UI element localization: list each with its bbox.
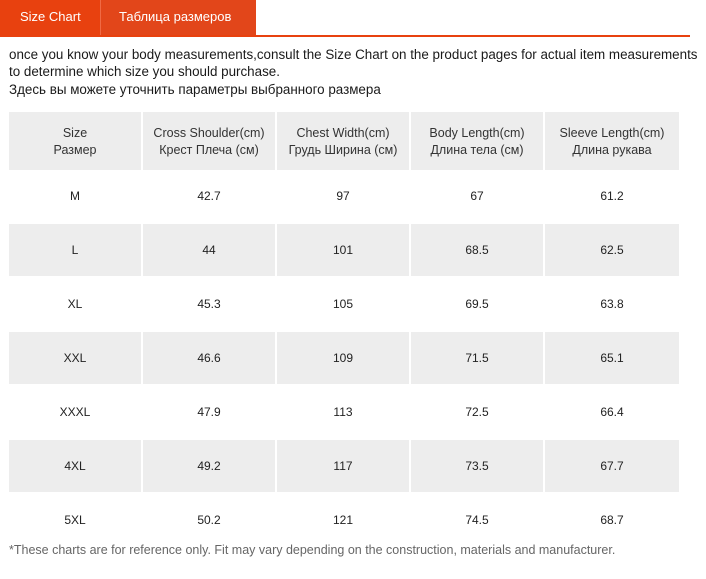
header-label-en: Body Length(cm) [429,126,525,140]
cell-body-length: 74.5 [411,492,545,546]
tab-size-chart[interactable]: Size Chart [0,0,100,35]
header-label-ru: Размер [53,143,97,157]
size-table: Size Размер Cross Shoulder(cm) Крест Пле… [9,112,679,546]
table-row: XL 45.3 105 69.5 63.8 [9,276,679,330]
table-header-row: Size Размер Cross Shoulder(cm) Крест Пле… [9,112,679,170]
intro-english: once you know your body measurements,con… [9,47,698,79]
cell-cross-shoulder: 46.6 [143,330,277,384]
header-label-en: Size [62,126,88,140]
cell-body-length: 73.5 [411,438,545,492]
cell-chest-width: 113 [277,384,411,438]
cell-body-length: 67 [411,170,545,222]
cell-size: 5XL [9,492,143,546]
cell-size: XXL [9,330,143,384]
cell-size: M [9,170,143,222]
cell-cross-shoulder: 45.3 [143,276,277,330]
cell-sleeve-length: 65.1 [545,330,679,384]
tab-size-chart-ru[interactable]: Таблица размеров [100,0,256,35]
cell-cross-shoulder: 44 [143,222,277,276]
tab-bar: Size Chart Таблица размеров [0,0,690,37]
cell-cross-shoulder: 49.2 [143,438,277,492]
header-size: Size Размер [9,112,143,170]
header-label-ru: Грудь Ширина (см) [288,143,398,157]
header-chest-width: Chest Width(cm) Грудь Ширина (см) [277,112,411,170]
cell-size: 4XL [9,438,143,492]
header-label-ru: Длина рукава [572,143,652,157]
table-row: 5XL 50.2 121 74.5 68.7 [9,492,679,546]
header-body-length: Body Length(cm) Длина тела (см) [411,112,545,170]
cell-body-length: 72.5 [411,384,545,438]
table-row: XXXL 47.9 113 72.5 66.4 [9,384,679,438]
header-cross-shoulder: Cross Shoulder(cm) Крест Плеча (см) [143,112,277,170]
table-row: L 44 101 68.5 62.5 [9,222,679,276]
cell-body-length: 71.5 [411,330,545,384]
cell-chest-width: 97 [277,170,411,222]
cell-size: XL [9,276,143,330]
cell-cross-shoulder: 50.2 [143,492,277,546]
cell-cross-shoulder: 42.7 [143,170,277,222]
header-label-en: Chest Width(cm) [296,126,390,140]
cell-sleeve-length: 68.7 [545,492,679,546]
cell-body-length: 69.5 [411,276,545,330]
cell-cross-shoulder: 47.9 [143,384,277,438]
header-sleeve-length: Sleeve Length(cm) Длина рукава [545,112,679,170]
cell-chest-width: 101 [277,222,411,276]
header-label-ru: Крест Плеча (см) [159,143,259,157]
cell-chest-width: 109 [277,330,411,384]
cell-sleeve-length: 63.8 [545,276,679,330]
header-label-en: Sleeve Length(cm) [559,126,665,140]
table-row: M 42.7 97 67 61.2 [9,170,679,222]
cell-size: XXXL [9,384,143,438]
intro-text: once you know your body measurements,con… [9,46,699,98]
cell-chest-width: 121 [277,492,411,546]
header-label-en: Cross Shoulder(cm) [153,126,265,140]
cell-sleeve-length: 61.2 [545,170,679,222]
cell-chest-width: 105 [277,276,411,330]
header-label-ru: Длина тела (см) [430,143,524,157]
cell-sleeve-length: 62.5 [545,222,679,276]
intro-russian: Здесь вы можете уточнить параметры выбра… [9,82,381,97]
cell-chest-width: 117 [277,438,411,492]
table-row: 4XL 49.2 117 73.5 67.7 [9,438,679,492]
cell-sleeve-length: 66.4 [545,384,679,438]
cell-sleeve-length: 67.7 [545,438,679,492]
table-row: XXL 46.6 109 71.5 65.1 [9,330,679,384]
cell-size: L [9,222,143,276]
disclaimer-footnote: *These charts are for reference only. Fi… [9,543,616,557]
cell-body-length: 68.5 [411,222,545,276]
